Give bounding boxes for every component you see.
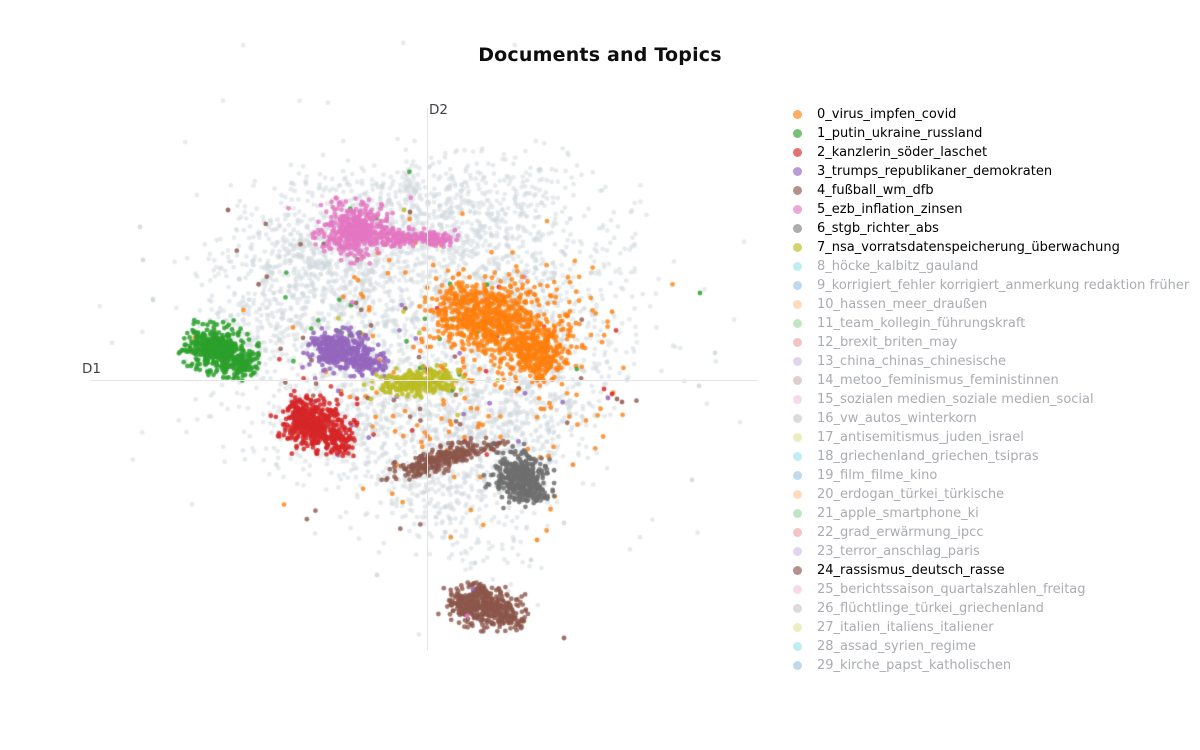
legend-marker-icon bbox=[793, 623, 802, 632]
legend-item-17[interactable]: 17_antisemitismus_juden_israel bbox=[790, 428, 1190, 447]
legend-item-13[interactable]: 13_china_chinas_chinesische bbox=[790, 352, 1190, 371]
legend-marker-icon bbox=[793, 661, 802, 670]
legend-label: 8_höcke_kalbitz_gauland bbox=[817, 259, 979, 274]
legend-marker-icon bbox=[793, 357, 802, 366]
legend-item-15[interactable]: 15_sozialen medien_soziale medien_social bbox=[790, 390, 1190, 409]
legend-label: 21_apple_smartphone_ki bbox=[817, 506, 979, 521]
legend-marker-icon bbox=[793, 471, 802, 480]
x-axis-line bbox=[90, 380, 758, 381]
legend-item-24[interactable]: 24_rassismus_deutsch_rasse bbox=[790, 561, 1190, 580]
legend-item-25[interactable]: 25_berichtssaison_quartalszahlen_freitag bbox=[790, 580, 1190, 599]
legend-item-8[interactable]: 8_höcke_kalbitz_gauland bbox=[790, 257, 1190, 276]
legend-label: 2_kanzlerin_söder_laschet bbox=[817, 145, 988, 160]
legend-marker-icon bbox=[793, 186, 802, 195]
legend-marker-icon bbox=[793, 205, 802, 214]
legend-item-6[interactable]: 6_stgb_richter_abs bbox=[790, 219, 1190, 238]
legend-item-16[interactable]: 16_vw_autos_winterkorn bbox=[790, 409, 1190, 428]
legend-label: 19_film_filme_kino bbox=[817, 468, 938, 483]
legend-item-0[interactable]: 0_virus_impfen_covid bbox=[790, 105, 1190, 124]
legend-item-1[interactable]: 1_putin_ukraine_russland bbox=[790, 124, 1190, 143]
legend-marker-icon bbox=[793, 604, 802, 613]
legend-marker-icon bbox=[793, 167, 802, 176]
legend-marker-icon bbox=[793, 414, 802, 423]
legend-label: 27_italien_italiens_italiener bbox=[817, 620, 994, 635]
legend-marker-icon bbox=[793, 566, 802, 575]
legend-marker-icon bbox=[793, 148, 802, 157]
legend-label: 12_brexit_briten_may bbox=[817, 335, 958, 350]
legend-item-10[interactable]: 10_hassen_meer_draußen bbox=[790, 295, 1190, 314]
legend-marker-icon bbox=[793, 452, 802, 461]
legend-label: 29_kirche_papst_katholischen bbox=[817, 658, 1012, 673]
legend-label: 14_metoo_feminismus_feministinnen bbox=[817, 373, 1059, 388]
legend-marker-icon bbox=[793, 319, 802, 328]
legend-label: 1_putin_ukraine_russland bbox=[817, 126, 983, 141]
legend-label: 18_griechenland_griechen_tsipras bbox=[817, 449, 1039, 464]
legend-item-11[interactable]: 11_team_kollegin_führungskraft bbox=[790, 314, 1190, 333]
legend-label: 23_terror_anschlag_paris bbox=[817, 544, 980, 559]
legend-marker-icon bbox=[793, 490, 802, 499]
legend-marker-icon bbox=[793, 433, 802, 442]
legend-item-21[interactable]: 21_apple_smartphone_ki bbox=[790, 504, 1190, 523]
legend-marker-icon bbox=[793, 338, 802, 347]
legend-marker-icon bbox=[793, 281, 802, 290]
legend-marker-icon bbox=[793, 376, 802, 385]
legend-item-18[interactable]: 18_griechenland_griechen_tsipras bbox=[790, 447, 1190, 466]
legend-item-22[interactable]: 22_grad_erwärmung_ipcc bbox=[790, 523, 1190, 542]
y-axis-line bbox=[427, 108, 428, 650]
legend-label: 10_hassen_meer_draußen bbox=[817, 297, 988, 312]
legend-label: 5_ezb_inflation_zinsen bbox=[817, 202, 963, 217]
legend-label: 16_vw_autos_winterkorn bbox=[817, 411, 977, 426]
legend-item-20[interactable]: 20_erdogan_türkei_türkische bbox=[790, 485, 1190, 504]
y-axis-label: D2 bbox=[429, 102, 448, 118]
legend-marker-icon bbox=[793, 642, 802, 651]
legend-label: 4_fußball_wm_dfb bbox=[817, 183, 934, 198]
legend-item-19[interactable]: 19_film_filme_kino bbox=[790, 466, 1190, 485]
x-axis-label: D1 bbox=[82, 361, 101, 377]
legend-label: 26_flüchtlinge_türkei_griechenland bbox=[817, 601, 1044, 616]
legend-marker-icon bbox=[793, 262, 802, 271]
legend-item-7[interactable]: 7_nsa_vorratsdatenspeicherung_überwachun… bbox=[790, 238, 1190, 257]
legend-label: 24_rassismus_deutsch_rasse bbox=[817, 563, 1005, 578]
legend-label: 9_korrigiert_fehler korrigiert_anmerkung… bbox=[817, 278, 1190, 293]
legend-marker-icon bbox=[793, 224, 802, 233]
legend-item-28[interactable]: 28_assad_syrien_regime bbox=[790, 637, 1190, 656]
legend-item-5[interactable]: 5_ezb_inflation_zinsen bbox=[790, 200, 1190, 219]
legend-label: 15_sozialen medien_soziale medien_social bbox=[817, 392, 1094, 407]
legend-label: 11_team_kollegin_führungskraft bbox=[817, 316, 1026, 331]
legend-label: 17_antisemitismus_juden_israel bbox=[817, 430, 1024, 445]
legend-marker-icon bbox=[793, 547, 802, 556]
legend-marker-icon bbox=[793, 395, 802, 404]
legend-item-27[interactable]: 27_italien_italiens_italiener bbox=[790, 618, 1190, 637]
legend-marker-icon bbox=[793, 243, 802, 252]
legend-label: 25_berichtssaison_quartalszahlen_freitag bbox=[817, 582, 1086, 597]
legend-marker-icon bbox=[793, 585, 802, 594]
legend-item-29[interactable]: 29_kirche_papst_katholischen bbox=[790, 656, 1190, 674]
legend-label: 28_assad_syrien_regime bbox=[817, 639, 977, 654]
legend-label: 3_trumps_republikaner_demokraten bbox=[817, 164, 1053, 179]
legend-item-2[interactable]: 2_kanzlerin_söder_laschet bbox=[790, 143, 1190, 162]
legend-item-3[interactable]: 3_trumps_republikaner_demokraten bbox=[790, 162, 1190, 181]
legend-label: 6_stgb_richter_abs bbox=[817, 221, 939, 236]
legend-label: 20_erdogan_türkei_türkische bbox=[817, 487, 1005, 502]
legend-item-9[interactable]: 9_korrigiert_fehler korrigiert_anmerkung… bbox=[790, 276, 1190, 295]
legend-item-26[interactable]: 26_flüchtlinge_türkei_griechenland bbox=[790, 599, 1190, 618]
legend-label: 13_china_chinas_chinesische bbox=[817, 354, 1007, 369]
legend-marker-icon bbox=[793, 300, 802, 309]
legend-item-23[interactable]: 23_terror_anschlag_paris bbox=[790, 542, 1190, 561]
legend-label: 0_virus_impfen_covid bbox=[817, 107, 957, 122]
legend-marker-icon bbox=[793, 110, 802, 119]
legend-item-4[interactable]: 4_fußball_wm_dfb bbox=[790, 181, 1190, 200]
legend-marker-icon bbox=[793, 528, 802, 537]
legend-marker-icon bbox=[793, 129, 802, 138]
legend-marker-icon bbox=[793, 509, 802, 518]
legend-item-12[interactable]: 12_brexit_briten_may bbox=[790, 333, 1190, 352]
legend-label: 22_grad_erwärmung_ipcc bbox=[817, 525, 984, 540]
legend-item-14[interactable]: 14_metoo_feminismus_feministinnen bbox=[790, 371, 1190, 390]
legend-label: 7_nsa_vorratsdatenspeicherung_überwachun… bbox=[817, 240, 1120, 255]
legend: 0_virus_impfen_covid 1_putin_ukraine_russ… bbox=[790, 105, 1190, 674]
